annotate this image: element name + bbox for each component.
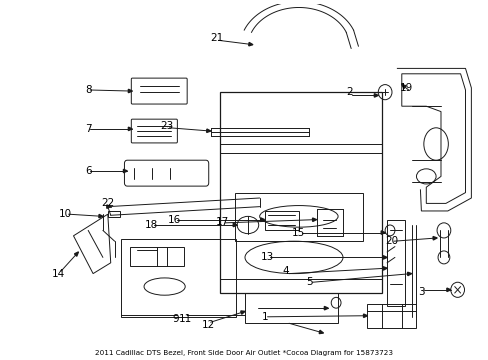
Polygon shape: [123, 169, 127, 173]
Polygon shape: [407, 272, 411, 276]
Bar: [367, 304, 416, 328]
Polygon shape: [374, 94, 378, 97]
Bar: [120, 239, 236, 317]
Text: 5: 5: [305, 277, 312, 287]
Text: 2011 Cadillac DTS Bezel, Front Side Door Air Outlet *Cocoa Diagram for 15873723: 2011 Cadillac DTS Bezel, Front Side Door…: [95, 350, 393, 356]
Bar: [130, 247, 184, 266]
Text: 15: 15: [292, 228, 305, 238]
Bar: [386, 220, 404, 306]
Polygon shape: [248, 42, 252, 46]
Text: 9: 9: [172, 314, 178, 324]
Text: 7: 7: [85, 124, 91, 134]
Text: 2: 2: [346, 87, 352, 97]
Polygon shape: [381, 231, 385, 234]
Polygon shape: [99, 215, 102, 218]
Polygon shape: [206, 129, 210, 132]
Polygon shape: [312, 218, 316, 221]
Text: 18: 18: [145, 220, 158, 230]
Text: 12: 12: [202, 320, 215, 330]
Bar: [244, 293, 337, 323]
Polygon shape: [363, 314, 367, 318]
Polygon shape: [383, 256, 386, 259]
Text: 23: 23: [160, 121, 173, 131]
Text: 19: 19: [399, 83, 412, 93]
Polygon shape: [401, 85, 405, 89]
Text: 3: 3: [417, 287, 424, 297]
Text: 6: 6: [85, 166, 91, 176]
Text: 21: 21: [209, 33, 223, 43]
Polygon shape: [240, 311, 244, 314]
Text: 16: 16: [167, 215, 181, 225]
Text: 10: 10: [59, 209, 72, 219]
Polygon shape: [106, 205, 110, 208]
Polygon shape: [446, 288, 450, 292]
Polygon shape: [382, 267, 386, 270]
Polygon shape: [324, 306, 327, 310]
Polygon shape: [319, 330, 323, 334]
Text: 20: 20: [385, 236, 398, 246]
Text: 22: 22: [101, 198, 114, 208]
Bar: [264, 211, 298, 230]
Text: 4: 4: [282, 266, 289, 276]
Polygon shape: [74, 252, 78, 256]
Text: 8: 8: [85, 85, 91, 95]
Bar: [107, 211, 119, 217]
Text: 13: 13: [261, 252, 274, 262]
Polygon shape: [128, 127, 132, 131]
Text: 17: 17: [215, 217, 228, 227]
Polygon shape: [260, 218, 264, 221]
Text: 11: 11: [178, 314, 191, 324]
Bar: [235, 193, 362, 241]
Text: 1: 1: [262, 312, 268, 322]
Polygon shape: [233, 223, 237, 227]
Text: 14: 14: [52, 269, 65, 279]
Polygon shape: [128, 89, 132, 93]
Bar: [220, 92, 382, 293]
Polygon shape: [432, 237, 436, 240]
